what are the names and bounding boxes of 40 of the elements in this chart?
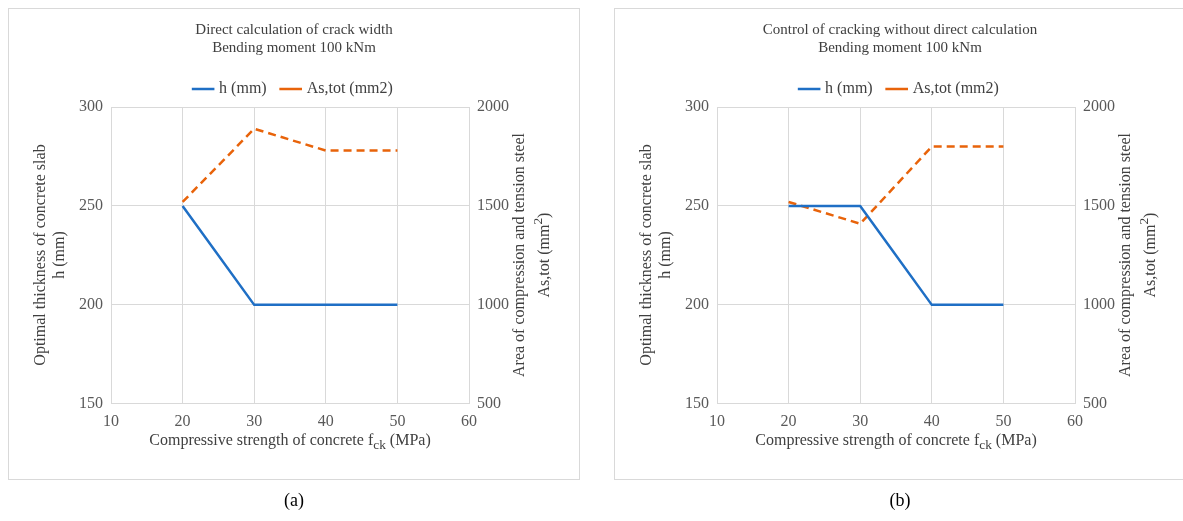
y2-tick-label: 1500 [477,196,509,214]
y-axis-title: Optimal thickness of concrete slab h (mm) [30,144,68,367]
x-axis-title: Compressive strength of concrete f$_{ck}$ (MPa) [149,429,431,454]
y-tick-label: 250 [685,196,709,214]
y2-tick-label: 1000 [477,295,509,313]
y2-tick-label: 2000 [477,97,509,115]
x-tick-label: 20 [780,411,797,429]
y-tick-label: 300 [685,97,709,115]
x-tick-label: 50 [389,411,406,429]
x-tick-label: 50 [995,411,1012,429]
legend-label: As,tot (mm2) [306,79,393,98]
y-tick-label: 200 [685,295,709,313]
y-tick-label: 150 [79,394,103,411]
x-tick-label: 40 [317,411,334,429]
y2-tick-label: 500 [477,394,501,411]
y2-tick-label: 500 [1083,394,1107,411]
y-tick-label: 200 [79,295,103,313]
x-tick-label: 60 [461,411,477,429]
y-tick-label: 250 [79,196,103,214]
chart-title: Control of cracking without direct calculation Bending moment 100 kNm [762,20,1038,55]
y-axis-title: Optimal thickness of concrete slab h (mm) [636,144,674,367]
x-tick-label: 30 [246,411,263,429]
chart-title: Direct calculation of crack width Bending moment 100 kNm [195,20,394,55]
text: (b) [888,490,912,511]
x-tick-label: 10 [103,411,119,429]
y2-tick-label: 2000 [1083,97,1115,115]
x-tick-label: 10 [709,411,725,429]
x-tick-label: 40 [923,411,940,429]
legend-label: h (mm) [825,79,873,98]
y2-tick-label: 1500 [1083,196,1115,214]
legend-label: As,tot (mm2) [912,79,999,98]
x-tick-label: 20 [174,411,191,429]
text: (a) [283,490,305,511]
y-tick-label: 300 [79,97,103,115]
legend-label: h (mm) [219,79,267,98]
x-tick-label: 30 [852,411,869,429]
x-tick-label: 60 [1067,411,1083,429]
y-tick-label: 150 [685,394,709,411]
x-axis-title: Compressive strength of concrete f$_{ck}$ (MPa) [755,429,1037,454]
y2-tick-label: 1000 [1083,295,1115,313]
